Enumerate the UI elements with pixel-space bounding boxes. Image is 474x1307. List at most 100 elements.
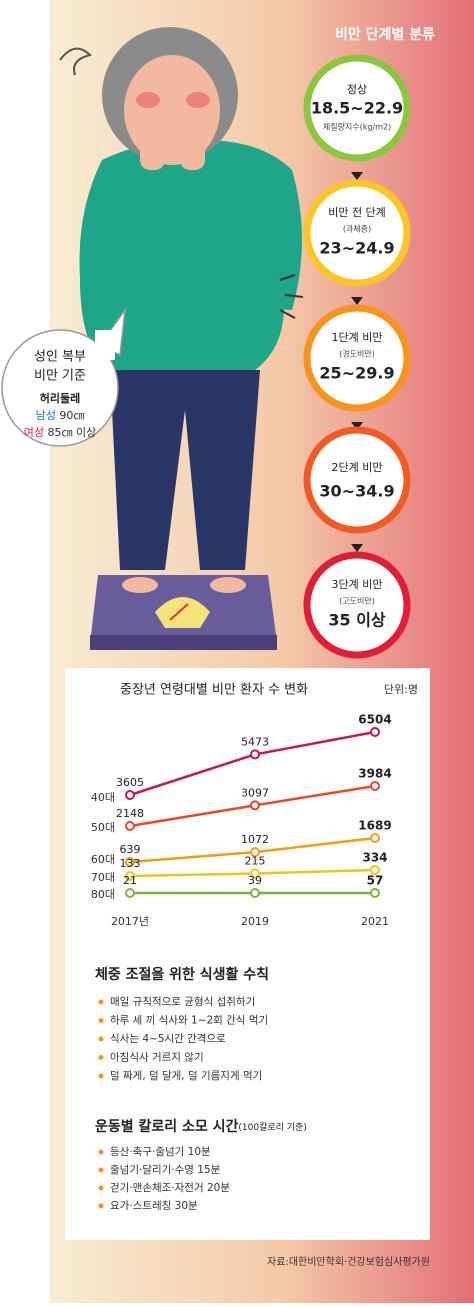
male-value: 90㎝	[59, 409, 84, 422]
point	[125, 871, 135, 881]
chart-title: 중장년 연령대별 비만 환자 수 변화	[120, 683, 308, 698]
point	[125, 888, 135, 898]
stage-name: 2단계 비만	[332, 461, 383, 474]
point	[250, 800, 260, 811]
value-label: 6504	[358, 713, 391, 727]
value-label: 21	[123, 874, 137, 887]
legend-label: 80대	[91, 888, 115, 901]
bullet	[98, 1185, 104, 1191]
x-tick-label: 2021	[361, 915, 389, 928]
list-item: 덜 짜게, 덜 달게, 덜 기름지게 먹기	[110, 1070, 262, 1082]
list-item: 걷기·맨손체조·자전거 20분	[110, 1182, 230, 1194]
point	[250, 847, 260, 858]
bullet	[98, 1073, 104, 1079]
point	[370, 888, 380, 898]
stage-name: 정상	[347, 83, 367, 96]
panel	[65, 668, 430, 1240]
list-item: 하루 세 끼 식사와 1~2회 간식 먹기	[110, 1014, 268, 1027]
list-item: 요가·스트레칭 30분	[110, 1200, 198, 1212]
value-label: 57	[367, 874, 384, 888]
male: 남성	[36, 409, 56, 422]
exercise-subtitle: (100칼로리 기준)	[238, 1122, 306, 1133]
stage-circle	[303, 304, 411, 412]
arrow	[351, 544, 363, 552]
point	[250, 888, 260, 898]
bubble-title: 성인 복부	[34, 350, 86, 365]
illustration	[59, 27, 304, 650]
list-item: 식사는 4~5시간 간격으로	[110, 1032, 226, 1045]
x-tick-label: 2019	[241, 915, 269, 928]
value-label: 2148	[116, 807, 144, 820]
value-label: 1072	[241, 833, 269, 846]
stage-name: 1단계 비만	[332, 331, 383, 344]
bullet	[98, 1036, 104, 1042]
stage-circle	[303, 426, 411, 534]
bullet	[98, 1167, 104, 1173]
list-item: 등산·축구·줄넘기 10분	[110, 1146, 211, 1158]
bullet	[98, 1018, 104, 1023]
female-value: 85㎝ 이상	[48, 426, 97, 439]
point	[125, 821, 135, 831]
value-label: 3097	[241, 786, 269, 799]
legend-label: 50대	[91, 821, 115, 834]
bubble-shape	[1, 329, 119, 447]
stage-circle	[303, 551, 411, 659]
legend-label: 60대	[91, 853, 115, 866]
value-label: 639	[120, 843, 141, 856]
value-label: 215	[245, 855, 266, 868]
legend-label: 70대	[91, 871, 115, 884]
list-item: 줄넘기·달리기·수영 15분	[110, 1164, 221, 1176]
stage-note: (과체중)	[343, 224, 371, 234]
arrow	[351, 172, 363, 180]
stage-circle	[303, 179, 411, 287]
chart-unit: 단위:명	[384, 683, 418, 696]
stage-range: 35 이상	[328, 611, 386, 630]
bubble-label: 허리둘레	[40, 391, 80, 405]
value-label: 3605	[116, 776, 144, 789]
exercise-title-text: 운동별 칼로리 소모 시간	[95, 1118, 239, 1135]
stage-note: (경도비만)	[339, 349, 375, 359]
bubble-female: 여성 85㎝ 이상	[24, 426, 96, 439]
point	[370, 727, 380, 737]
stage-name: 비만 전 단계	[328, 206, 386, 219]
x-tick-label: 2017년	[111, 915, 149, 928]
value-label: 334	[362, 851, 387, 865]
list-item: 아침식사 거르지 않기	[110, 1052, 204, 1064]
stage-range: 25~29.9	[319, 364, 394, 383]
stages: 정상 18.5~22.9 체질량지수(kg/m2) 비만 전 단계 (과체중) 23~24…	[303, 54, 411, 659]
bullet	[98, 999, 104, 1005]
point	[370, 781, 380, 791]
bubble-male: 남성 90㎝	[36, 409, 85, 422]
list-item: 매일 규칙적으로 균형식 섭취하기	[110, 995, 255, 1008]
female: 여성	[24, 426, 44, 439]
bullet	[98, 1203, 104, 1209]
source: 자료:대한비만학회·건강보험심사평가원	[267, 1256, 430, 1268]
arrow	[351, 297, 363, 305]
exercise-title: 운동별 칼로리 소모 시간(100칼로리 기준)	[95, 1118, 307, 1135]
title: 비만 단계별 분류	[335, 26, 435, 43]
stage-range: 23~24.9	[319, 239, 394, 258]
point	[125, 790, 135, 800]
value-label: 5473	[241, 735, 269, 748]
bullet	[98, 1055, 104, 1060]
point	[250, 749, 260, 760]
point	[250, 868, 260, 879]
stage-note: 체질량지수(kg/m2)	[323, 122, 391, 132]
stage-circle	[303, 54, 411, 162]
bubble-title: 비만 기준	[34, 369, 86, 384]
value-label: 133	[120, 857, 141, 870]
value-label: 3984	[358, 767, 391, 781]
stage-range: 18.5~22.9	[311, 99, 403, 118]
stage-range: 30~34.9	[319, 482, 394, 501]
value-label: 1689	[358, 819, 391, 833]
stage-name: 3단계 비만	[332, 578, 383, 591]
point	[125, 857, 135, 867]
point	[370, 865, 380, 875]
legend-label: 40대	[91, 791, 115, 804]
arrow	[351, 422, 363, 430]
value-label: 39	[248, 874, 262, 887]
